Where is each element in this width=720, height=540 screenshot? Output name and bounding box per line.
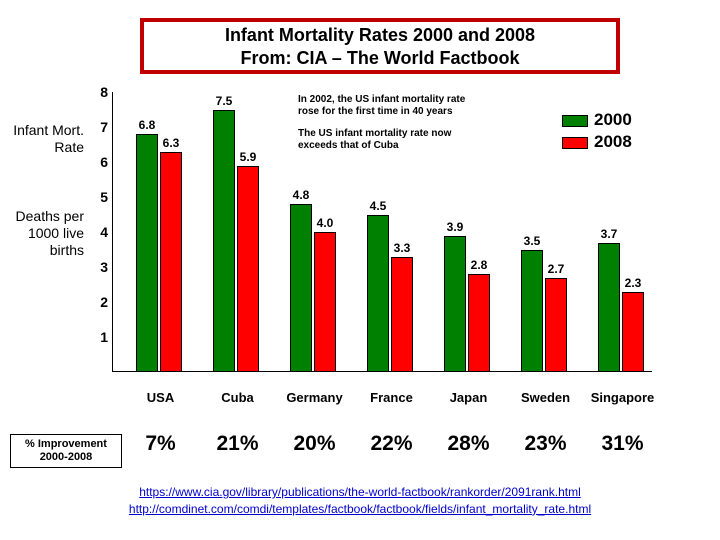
annotation-2: The US infant mortality rate now exceeds… [298,128,474,151]
label-sweden-2008: 2.7 [539,262,573,276]
bar-japan-2008 [468,274,490,372]
link-2[interactable]: http://comdinet.com/comdi/templates/fact… [129,502,591,516]
label-singapore-2000: 3.7 [592,227,626,241]
bar-japan-2000 [444,236,466,372]
bar-usa-2000 [136,134,158,372]
legend-2000: 2000 [562,110,632,130]
xlabel-singapore: Singapore [584,390,661,405]
xlabel-sweden: Sweden [507,390,584,405]
improvement-label-1: % Improvement [25,438,107,450]
pct-singapore: 31% [584,432,661,456]
legend-swatch-2000 [562,115,588,127]
link-1[interactable]: https://www.cia.gov/library/publications… [139,485,581,499]
y-axis-label-2: Deaths per 1000 live births [6,208,84,258]
ytick-7: 7 [92,119,108,135]
label-japan-2000: 3.9 [438,220,472,234]
ytick-2: 2 [92,294,108,310]
bar-france-2008 [391,257,413,372]
xlabel-france: France [353,390,430,405]
pct-sweden: 23% [507,432,584,456]
ytick-6: 6 [92,154,108,170]
ytick-4: 4 [92,224,108,240]
xlabel-cuba: Cuba [199,390,276,405]
ytick-5: 5 [92,189,108,205]
pct-germany: 20% [276,432,353,456]
pct-japan: 28% [430,432,507,456]
legend-2008: 2008 [562,132,632,152]
improvement-label-box: % Improvement 2000-2008 [10,434,122,468]
label-usa-2000: 6.8 [130,118,164,132]
ytick-1: 1 [92,329,108,345]
ytick-8: 8 [92,84,108,100]
xlabel-usa: USA [122,390,199,405]
label-france-2008: 3.3 [385,241,419,255]
label-japan-2008: 2.8 [462,258,496,272]
pct-france: 22% [353,432,430,456]
label-cuba-2008: 5.9 [231,150,265,164]
legend-swatch-2008 [562,137,588,149]
title-line2: From: CIA – The World Factbook [240,48,519,68]
label-germany-2008: 4.0 [308,216,342,230]
ytick-3: 3 [92,259,108,275]
annotation-1: In 2002, the US infant mortality rate ro… [298,94,474,117]
improvement-label-2: 2000-2008 [40,451,93,463]
legend-label-2000: 2000 [594,110,632,129]
pct-usa: 7% [122,432,199,456]
title-line1: Infant Mortality Rates 2000 and 2008 [225,25,535,45]
label-singapore-2008: 2.3 [616,276,650,290]
bar-france-2000 [367,215,389,372]
xlabel-germany: Germany [276,390,353,405]
label-france-2000: 4.5 [361,199,395,213]
label-germany-2000: 4.8 [284,188,318,202]
y-axis [112,92,113,372]
y-axis-label-1: Infant Mort. Rate [6,122,84,156]
label-usa-2008: 6.3 [154,136,188,150]
legend-label-2008: 2008 [594,132,632,151]
source-links: https://www.cia.gov/library/publications… [0,484,720,518]
xlabel-japan: Japan [430,390,507,405]
label-cuba-2000: 7.5 [207,94,241,108]
pct-cuba: 21% [199,432,276,456]
bar-germany-2008 [314,232,336,372]
title-box: Infant Mortality Rates 2000 and 2008 Fro… [140,18,620,74]
label-sweden-2000: 3.5 [515,234,549,248]
bar-singapore-2008 [622,292,644,372]
bar-usa-2008 [160,152,182,372]
bar-cuba-2008 [237,166,259,372]
bar-sweden-2008 [545,278,567,372]
bar-singapore-2000 [598,243,620,372]
